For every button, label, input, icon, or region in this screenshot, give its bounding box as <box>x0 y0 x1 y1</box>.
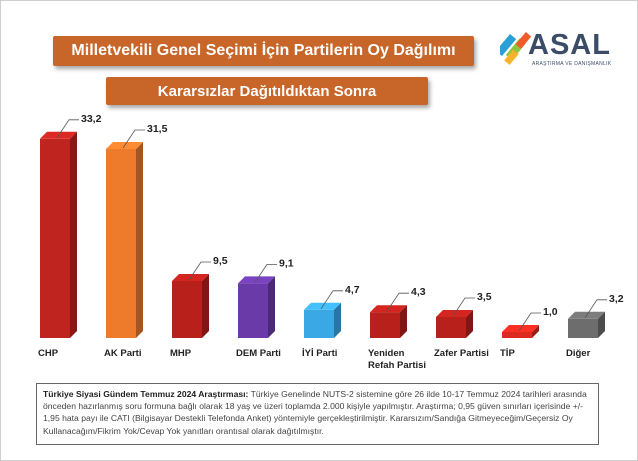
bar <box>436 317 466 338</box>
bar-group: 1,0 TİP <box>500 306 558 359</box>
data-label-leader <box>518 312 541 332</box>
bar-group: 9,1 DEM Parti <box>236 257 294 359</box>
chart-title: Milletvekili Genel Seçimi İçin Partileri… <box>53 36 474 66</box>
bar-group: 4,7 İYİ Parti <box>302 284 360 359</box>
category-label: AK Parti <box>104 348 141 359</box>
bar-group: 3,2 Diğer <box>566 293 624 359</box>
bar <box>172 281 202 338</box>
category-label: TİP <box>500 348 515 359</box>
bar-group: 33,2 CHP <box>38 113 102 359</box>
methodology-note: Türkiye Siyasi Gündem Temmuz 2024 Araştı… <box>36 383 599 445</box>
data-label: 3,2 <box>609 293 624 305</box>
bar-side <box>466 310 473 338</box>
data-label: 1,0 <box>543 306 558 318</box>
data-label: 33,2 <box>81 113 102 125</box>
bar <box>304 309 334 338</box>
category-label: DEM Parti <box>236 348 281 359</box>
data-label: 9,1 <box>279 257 294 269</box>
bar-group: 31,5 AK Parti <box>104 123 168 359</box>
bar <box>40 138 70 338</box>
bar <box>568 318 598 338</box>
bar <box>370 312 400 338</box>
bar-side <box>400 305 407 338</box>
logo-name: ASAL <box>528 29 611 61</box>
bar-side <box>598 311 605 338</box>
logo-mark <box>500 31 532 65</box>
category-label: İYİ Parti <box>302 348 337 359</box>
data-label: 4,7 <box>345 284 360 296</box>
bar-side <box>334 302 341 338</box>
note-text: Türkiye Genelinde NUTS-2 sistemine göre … <box>43 389 587 436</box>
bar-group: 9,5 MHP <box>170 255 228 359</box>
data-label-leader <box>584 299 607 319</box>
category-label: Refah Partisi <box>368 360 426 371</box>
bar <box>238 283 268 338</box>
bar <box>502 332 532 338</box>
bar-group: 3,5 Zafer Partisi <box>434 291 492 359</box>
bar <box>106 149 136 338</box>
data-label-leader <box>122 129 145 149</box>
bar-side <box>70 131 77 338</box>
data-label-leader <box>452 297 475 317</box>
chart-subtitle: Kararsızlar Dağıtıldıktan Sonra <box>106 77 428 105</box>
data-label-leader <box>320 290 343 310</box>
bar-side <box>532 325 539 338</box>
asal-logo-icon <box>500 31 532 65</box>
category-label: CHP <box>38 348 59 359</box>
bar-side <box>202 274 209 338</box>
data-label: 4,3 <box>411 286 426 298</box>
bar-side <box>268 276 275 338</box>
data-label: 3,5 <box>477 291 492 303</box>
data-label-leader <box>386 292 409 312</box>
data-label: 31,5 <box>147 123 168 135</box>
bar-side <box>136 142 143 338</box>
category-label: Diğer <box>566 348 591 359</box>
data-label-leader <box>254 263 277 283</box>
data-label-leader <box>188 261 211 281</box>
category-label: MHP <box>170 348 192 359</box>
category-label: Zafer Partisi <box>434 348 489 359</box>
data-label-leader <box>56 119 79 139</box>
note-heading: Türkiye Siyasi Gündem Temmuz 2024 Araştı… <box>43 389 249 399</box>
data-label: 9,5 <box>213 255 228 267</box>
bar-chart: 33,2 CHP 31,5 AK Parti 9,5 MHP 9,1 DEM Parti 4,7… <box>38 113 624 371</box>
logo-tagline: ARAŞTIRMA VE DANIŞMANLIK <box>532 61 612 67</box>
category-label: Yeniden <box>368 348 405 359</box>
